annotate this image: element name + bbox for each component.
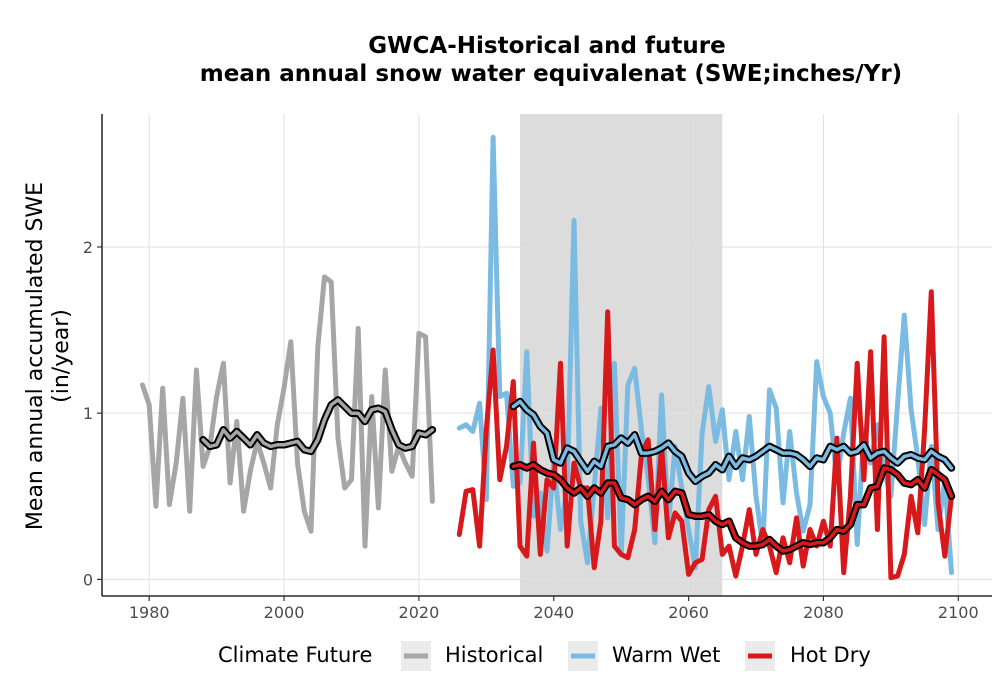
smooth-line-hot-dry (511, 462, 954, 553)
legend-label-warm-wet: Warm Wet (612, 643, 720, 667)
x-tick-label-2000: 2000 (264, 603, 305, 622)
y-tick-label-2: 2 (83, 238, 93, 257)
x-tick-label-2100: 2100 (938, 603, 979, 622)
smooth-line-warm-wet (511, 399, 954, 484)
x-tick-label-1980: 1980 (129, 603, 170, 622)
smooth-line-historical (201, 398, 435, 454)
y-tick-label-1: 1 (83, 404, 93, 423)
y-axis-label-line-2: (in/year) (49, 309, 74, 403)
ticks-layer: 1980 2000 2020 2040 2060 2080 2100 0 1 2 (83, 238, 979, 622)
legend: Climate Future Historical Warm Wet Hot D… (218, 641, 871, 671)
x-tick-label-2040: 2040 (533, 603, 574, 622)
x-tick-label-2020: 2020 (399, 603, 440, 622)
series-line-hot-dry (456, 289, 954, 581)
chart-title-line-1: GWCA-Historical and future (368, 33, 725, 59)
y-tick-label-0: 0 (83, 570, 93, 589)
series-layer (140, 134, 956, 581)
series-line-historical (140, 274, 435, 549)
legend-label-hot-dry: Hot Dry (790, 643, 871, 667)
y-axis-label-line-1: Mean annual accumulated SWE (23, 182, 48, 530)
x-tick-label-2060: 2060 (668, 603, 709, 622)
x-tick-label-2080: 2080 (803, 603, 844, 622)
legend-label-historical: Historical (445, 643, 543, 667)
axes-layer (101, 114, 992, 597)
chart-title-line-2: mean annual snow water equivalenat (SWE;… (200, 61, 902, 87)
legend-title: Climate Future (218, 643, 372, 667)
